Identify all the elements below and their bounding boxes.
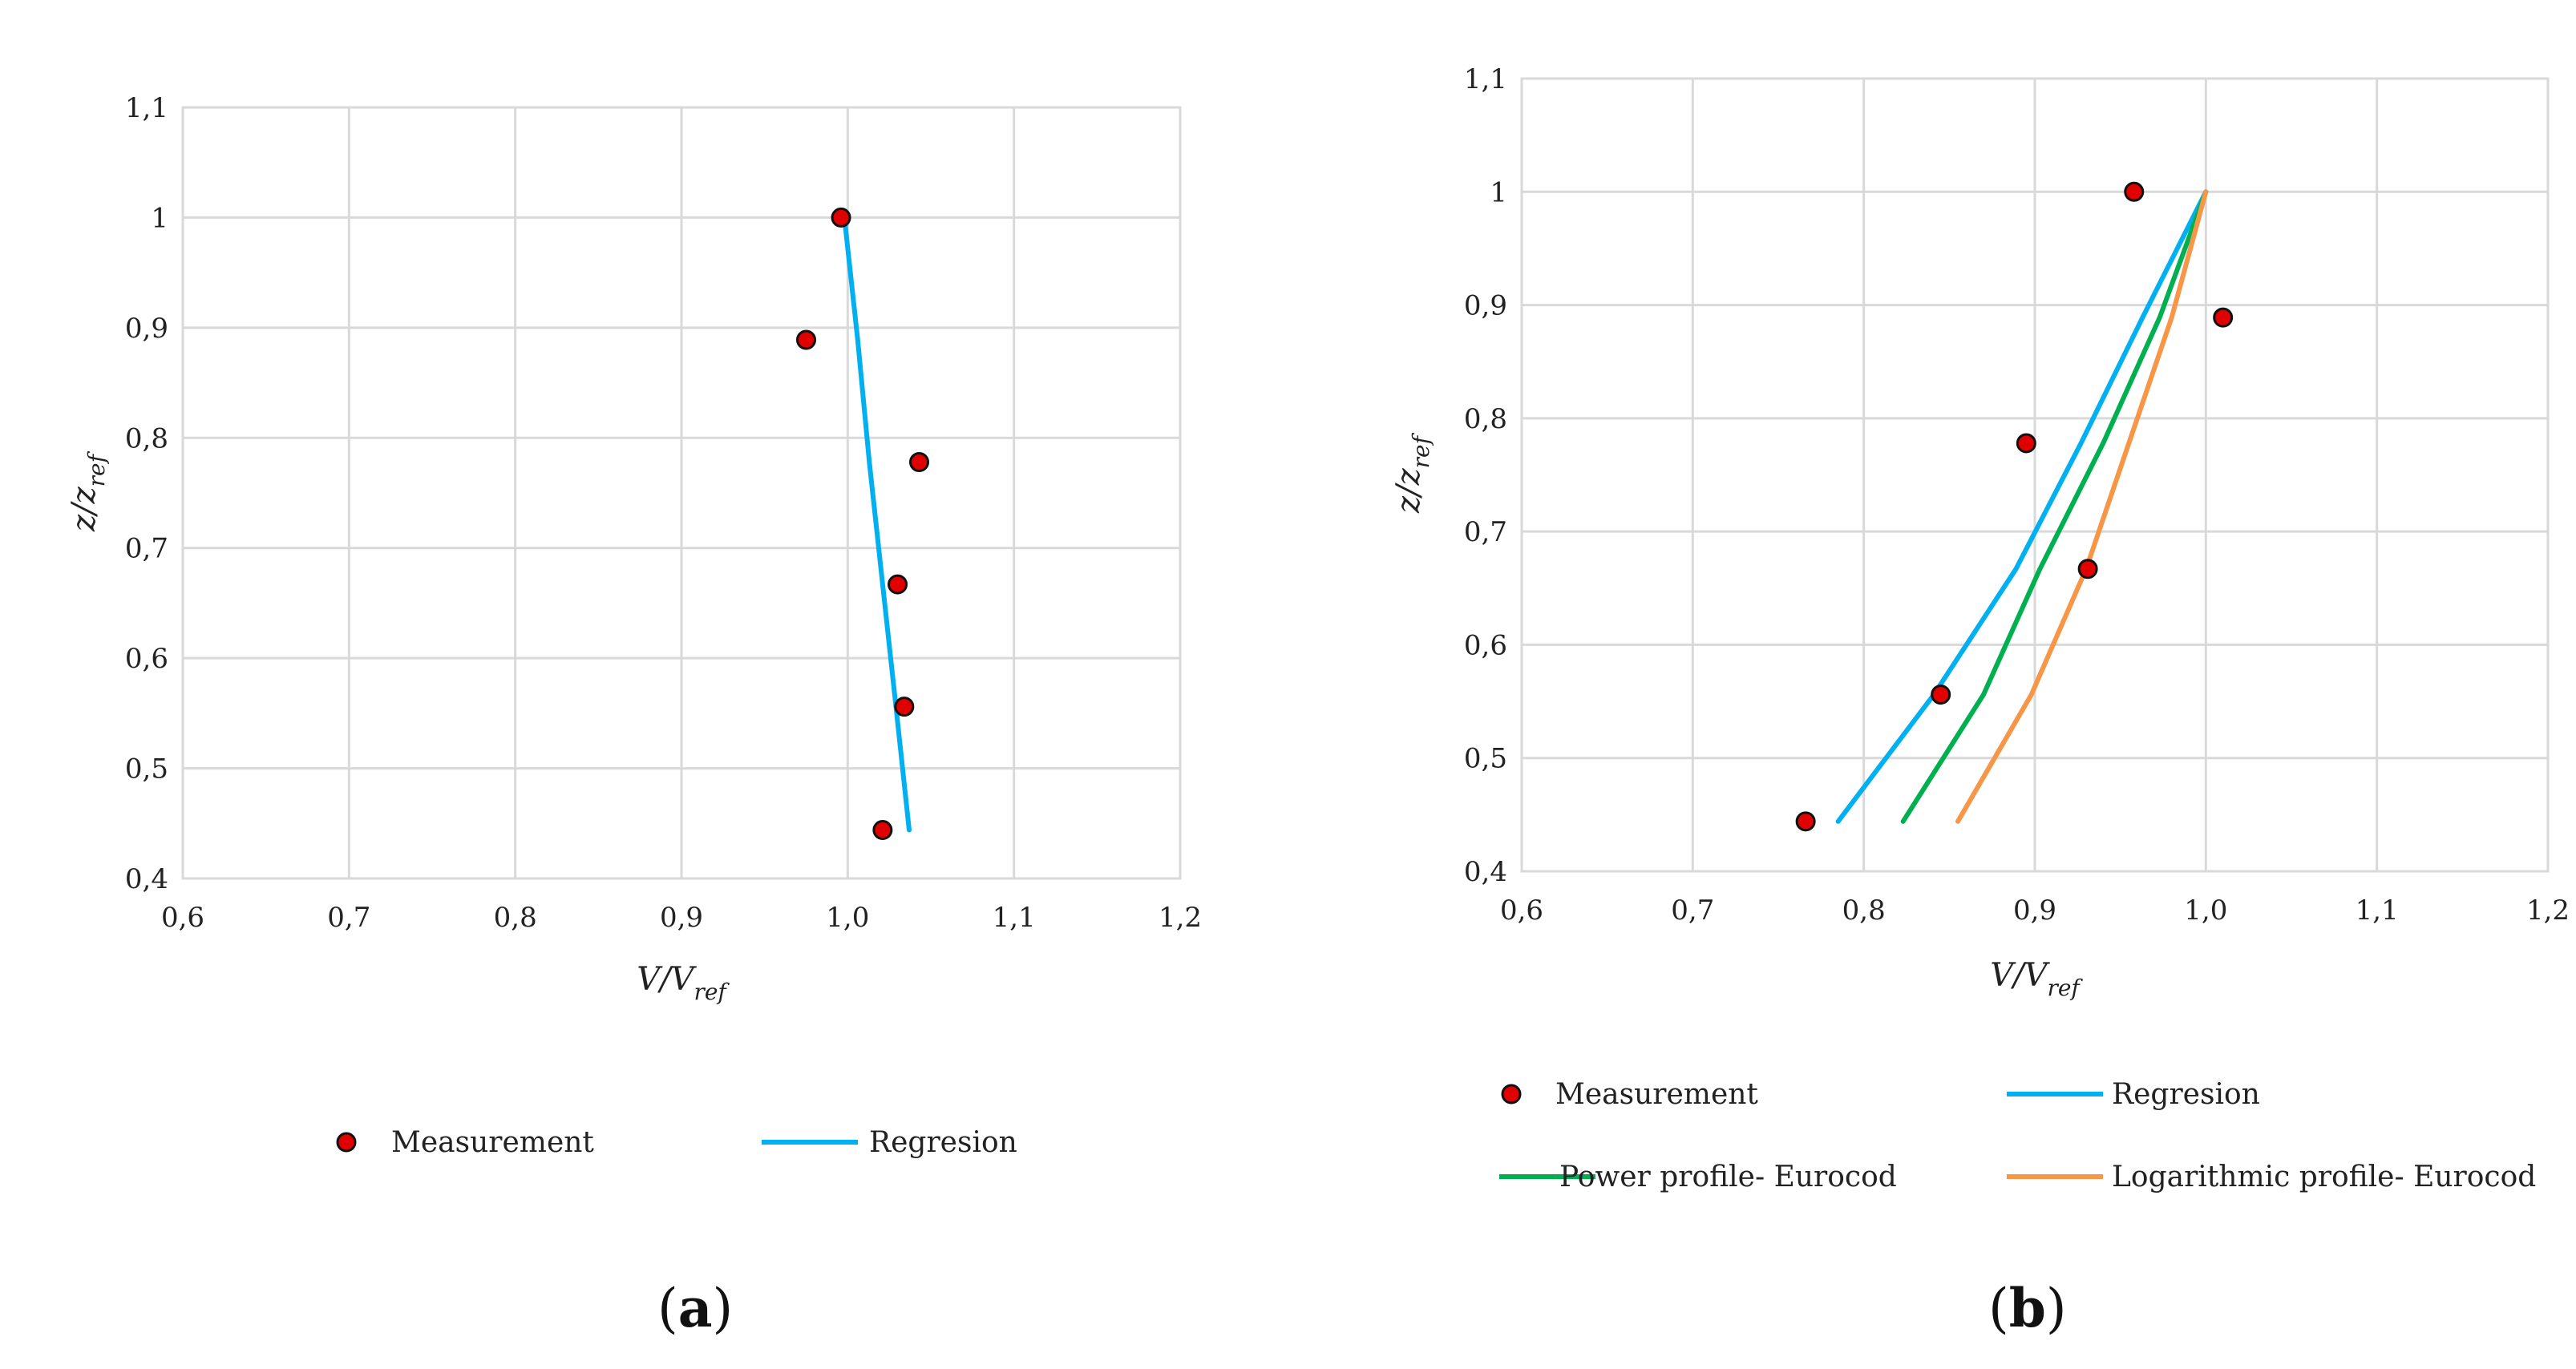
x-axis-title-main: V/V bbox=[1990, 957, 2050, 994]
panel-label-letter: b bbox=[2009, 1277, 2046, 1339]
series-line-regresion bbox=[1835, 189, 2209, 824]
y-tick-label: 0,7 bbox=[1464, 516, 1507, 548]
measurement-point bbox=[908, 452, 929, 473]
y-axis-title-sub: ref bbox=[1408, 432, 1434, 468]
y-tick-label: 0,9 bbox=[1464, 290, 1507, 322]
y-axis-title: z/zref bbox=[1390, 432, 1434, 514]
legend-label: Regresion bbox=[869, 1126, 1017, 1159]
measurement-point bbox=[796, 329, 816, 350]
y-tick-label: 1,1 bbox=[125, 92, 168, 124]
x-tick-label: 1,1 bbox=[2356, 894, 2399, 927]
x-tick-label: 1,0 bbox=[826, 902, 869, 934]
x-tick-label: 0,9 bbox=[660, 902, 703, 934]
measurement-point bbox=[2077, 559, 2098, 580]
y-tick-label: 0,5 bbox=[125, 753, 168, 785]
x-tick-label: 1,0 bbox=[2184, 894, 2227, 927]
legend-symbol-measurement bbox=[1501, 1084, 1522, 1104]
measurement-point bbox=[1795, 811, 1816, 832]
legend-label: Power profile- Eurocod bbox=[1559, 1161, 1897, 1193]
legend-label: Logarithmic profile- Eurocod bbox=[2112, 1161, 2536, 1193]
measurement-point bbox=[872, 820, 893, 841]
x-axis-title-sub: ref bbox=[694, 979, 730, 1005]
y-tick-label: 0,8 bbox=[1464, 403, 1507, 435]
y-tick-label: 1 bbox=[1490, 176, 1507, 208]
series-line-logarithmic-profile-eurocod bbox=[1955, 189, 2209, 824]
y-tick-label: 0,4 bbox=[125, 863, 168, 895]
panel-label-open: ( bbox=[657, 1278, 678, 1339]
y-axis-title-main: z/z bbox=[1390, 467, 1427, 514]
y-axis-title-main: z/z bbox=[66, 486, 103, 532]
panel-label-letter: a bbox=[678, 1277, 713, 1339]
y-axis-title: z/zref bbox=[66, 450, 110, 532]
legend-label: Regresion bbox=[2112, 1078, 2260, 1111]
measurement-point bbox=[831, 207, 851, 228]
measurement-point bbox=[2124, 181, 2145, 202]
panel-label-open: ( bbox=[1988, 1278, 2009, 1339]
x-tick-label: 1,2 bbox=[2526, 894, 2570, 927]
chart-a: 0,6 0,7 0,8 0,9 1,0 1,1 1,2 0,4 0,5 0,6 0,7 0,8 0,9 1… bbox=[66, 92, 1202, 1339]
x-tick-label: 0,7 bbox=[327, 902, 370, 934]
y-tick-label: 1 bbox=[151, 202, 168, 234]
x-tick-label: 0,6 bbox=[1500, 894, 1543, 927]
measurement-point bbox=[888, 574, 908, 595]
x-tick-label: 0,7 bbox=[1671, 894, 1714, 927]
measurement-point bbox=[2213, 307, 2234, 328]
x-tick-label: 1,2 bbox=[1159, 902, 1202, 934]
legend-label: Measurement bbox=[391, 1126, 594, 1159]
y-tick-label: 1,1 bbox=[1464, 63, 1507, 95]
series-line-power-profile-eurocod bbox=[1900, 189, 2209, 824]
x-axis-title-sub: ref bbox=[2047, 975, 2083, 1001]
x-axis-title: V/Vref bbox=[637, 961, 730, 1005]
y-tick-label: 0,5 bbox=[1464, 743, 1507, 775]
measurement-point bbox=[1931, 684, 1951, 705]
x-tick-label: 0,8 bbox=[1842, 894, 1886, 927]
y-tick-label: 0,6 bbox=[1464, 629, 1507, 661]
x-tick-label: 0,6 bbox=[161, 902, 204, 934]
legend-symbol-measurement bbox=[336, 1132, 357, 1153]
y-tick-label: 0,4 bbox=[1464, 856, 1507, 888]
x-tick-label: 1,1 bbox=[993, 902, 1036, 934]
x-tick-label: 0,9 bbox=[2013, 894, 2056, 927]
y-tick-label: 0,7 bbox=[125, 533, 168, 565]
panel-label: (a) bbox=[657, 1277, 733, 1339]
x-axis-title-main: V/V bbox=[637, 961, 697, 998]
x-tick-label: 0,8 bbox=[494, 902, 537, 934]
panel-label-close: ) bbox=[713, 1278, 734, 1339]
measurement-point bbox=[2016, 433, 2036, 454]
measurement-point bbox=[894, 697, 915, 717]
legend-label: Measurement bbox=[1555, 1078, 1758, 1111]
x-axis-title: V/Vref bbox=[1990, 957, 2083, 1001]
y-tick-label: 0,6 bbox=[125, 643, 168, 675]
y-tick-label: 0,8 bbox=[125, 422, 168, 454]
y-tick-label: 0,9 bbox=[125, 313, 168, 345]
chart-b: 0,6 0,7 0,8 0,9 1,0 1,1 1,2 0,4 0,5 0,6 0,7 0,8 0,9 1… bbox=[1390, 63, 2570, 1339]
y-axis-title-sub: ref bbox=[83, 450, 110, 487]
panel-label: (b) bbox=[1988, 1277, 2067, 1339]
panel-label-close: ) bbox=[2046, 1278, 2067, 1339]
series-line-regresion bbox=[842, 215, 912, 833]
